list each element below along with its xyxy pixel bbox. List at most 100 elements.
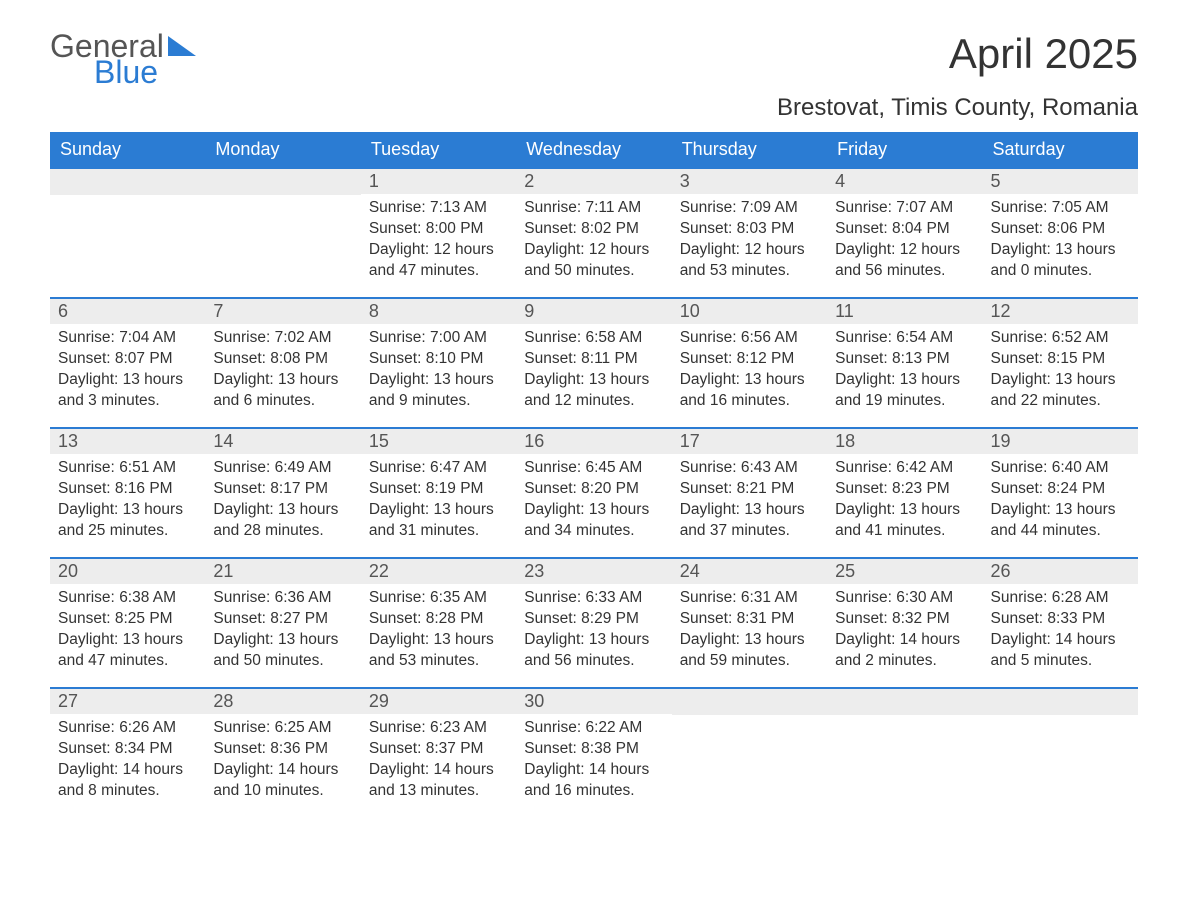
day-details: Sunrise: 6:26 AMSunset: 8:34 PMDaylight:… xyxy=(50,714,205,810)
daylight-line: Daylight: 14 hours and 8 minutes. xyxy=(58,760,197,802)
calendar-day-cell: 1Sunrise: 7:13 AMSunset: 8:00 PMDaylight… xyxy=(361,167,516,297)
day-number: 12 xyxy=(983,299,1138,324)
sunrise-line: Sunrise: 6:56 AM xyxy=(680,328,819,349)
daylight-line: Daylight: 13 hours and 56 minutes. xyxy=(524,630,663,672)
daylight-line: Daylight: 12 hours and 47 minutes. xyxy=(369,240,508,282)
day-details: Sunrise: 7:00 AMSunset: 8:10 PMDaylight:… xyxy=(361,324,516,420)
daylight-line: Daylight: 13 hours and 47 minutes. xyxy=(58,630,197,672)
sunset-line: Sunset: 8:31 PM xyxy=(680,609,819,630)
sunrise-line: Sunrise: 7:07 AM xyxy=(835,198,974,219)
day-details: Sunrise: 6:56 AMSunset: 8:12 PMDaylight:… xyxy=(672,324,827,420)
logo-triangle-icon xyxy=(168,36,196,56)
calendar-day-cell: 26Sunrise: 6:28 AMSunset: 8:33 PMDayligh… xyxy=(983,557,1138,687)
sunrise-line: Sunrise: 7:05 AM xyxy=(991,198,1130,219)
day-number: 29 xyxy=(361,689,516,714)
day-number: 6 xyxy=(50,299,205,324)
sunset-line: Sunset: 8:20 PM xyxy=(524,479,663,500)
sunset-line: Sunset: 8:34 PM xyxy=(58,739,197,760)
calendar-day-cell: 8Sunrise: 7:00 AMSunset: 8:10 PMDaylight… xyxy=(361,297,516,427)
day-number: 3 xyxy=(672,169,827,194)
day-details: Sunrise: 6:28 AMSunset: 8:33 PMDaylight:… xyxy=(983,584,1138,680)
day-number: 5 xyxy=(983,169,1138,194)
day-number: 23 xyxy=(516,559,671,584)
logo-text-blue: Blue xyxy=(94,56,164,88)
day-details: Sunrise: 6:49 AMSunset: 8:17 PMDaylight:… xyxy=(205,454,360,550)
sunset-line: Sunset: 8:00 PM xyxy=(369,219,508,240)
sunrise-line: Sunrise: 6:43 AM xyxy=(680,458,819,479)
sunrise-line: Sunrise: 7:09 AM xyxy=(680,198,819,219)
weekday-header-row: Sunday Monday Tuesday Wednesday Thursday… xyxy=(50,132,1138,167)
day-number: 30 xyxy=(516,689,671,714)
day-details: Sunrise: 6:40 AMSunset: 8:24 PMDaylight:… xyxy=(983,454,1138,550)
day-details: Sunrise: 6:31 AMSunset: 8:31 PMDaylight:… xyxy=(672,584,827,680)
calendar-day-cell: 16Sunrise: 6:45 AMSunset: 8:20 PMDayligh… xyxy=(516,427,671,557)
day-details: Sunrise: 7:11 AMSunset: 8:02 PMDaylight:… xyxy=(516,194,671,290)
daylight-line: Daylight: 14 hours and 2 minutes. xyxy=(835,630,974,672)
sunset-line: Sunset: 8:07 PM xyxy=(58,349,197,370)
daylight-line: Daylight: 12 hours and 56 minutes. xyxy=(835,240,974,282)
sunrise-line: Sunrise: 6:28 AM xyxy=(991,588,1130,609)
day-details: Sunrise: 6:22 AMSunset: 8:38 PMDaylight:… xyxy=(516,714,671,810)
daylight-line: Daylight: 13 hours and 22 minutes. xyxy=(991,370,1130,412)
sunrise-line: Sunrise: 6:42 AM xyxy=(835,458,974,479)
day-details: Sunrise: 6:38 AMSunset: 8:25 PMDaylight:… xyxy=(50,584,205,680)
calendar-body: 1Sunrise: 7:13 AMSunset: 8:00 PMDaylight… xyxy=(50,167,1138,817)
day-details: Sunrise: 6:30 AMSunset: 8:32 PMDaylight:… xyxy=(827,584,982,680)
weekday-header: Thursday xyxy=(672,132,827,167)
day-number xyxy=(205,169,360,195)
sunset-line: Sunset: 8:27 PM xyxy=(213,609,352,630)
day-details: Sunrise: 6:25 AMSunset: 8:36 PMDaylight:… xyxy=(205,714,360,810)
calendar-table: Sunday Monday Tuesday Wednesday Thursday… xyxy=(50,132,1138,817)
day-details: Sunrise: 6:54 AMSunset: 8:13 PMDaylight:… xyxy=(827,324,982,420)
location-subtitle: Brestovat, Timis County, Romania xyxy=(50,94,1138,122)
sunrise-line: Sunrise: 6:22 AM xyxy=(524,718,663,739)
header: General Blue April 2025 xyxy=(50,30,1138,88)
sunset-line: Sunset: 8:06 PM xyxy=(991,219,1130,240)
calendar-day-cell: 19Sunrise: 6:40 AMSunset: 8:24 PMDayligh… xyxy=(983,427,1138,557)
daylight-line: Daylight: 13 hours and 59 minutes. xyxy=(680,630,819,672)
day-details: Sunrise: 6:36 AMSunset: 8:27 PMDaylight:… xyxy=(205,584,360,680)
day-details: Sunrise: 6:58 AMSunset: 8:11 PMDaylight:… xyxy=(516,324,671,420)
calendar-day-cell: 27Sunrise: 6:26 AMSunset: 8:34 PMDayligh… xyxy=(50,687,205,817)
calendar-day-cell: 24Sunrise: 6:31 AMSunset: 8:31 PMDayligh… xyxy=(672,557,827,687)
sunrise-line: Sunrise: 6:35 AM xyxy=(369,588,508,609)
day-number: 11 xyxy=(827,299,982,324)
sunset-line: Sunset: 8:16 PM xyxy=(58,479,197,500)
day-details: Sunrise: 7:07 AMSunset: 8:04 PMDaylight:… xyxy=(827,194,982,290)
day-details: Sunrise: 7:13 AMSunset: 8:00 PMDaylight:… xyxy=(361,194,516,290)
day-number: 13 xyxy=(50,429,205,454)
calendar-day-cell: 15Sunrise: 6:47 AMSunset: 8:19 PMDayligh… xyxy=(361,427,516,557)
day-details: Sunrise: 6:42 AMSunset: 8:23 PMDaylight:… xyxy=(827,454,982,550)
sunset-line: Sunset: 8:02 PM xyxy=(524,219,663,240)
calendar-day-cell: 10Sunrise: 6:56 AMSunset: 8:12 PMDayligh… xyxy=(672,297,827,427)
day-number xyxy=(50,169,205,195)
sunset-line: Sunset: 8:12 PM xyxy=(680,349,819,370)
calendar-day-cell: 11Sunrise: 6:54 AMSunset: 8:13 PMDayligh… xyxy=(827,297,982,427)
calendar-day-cell: 20Sunrise: 6:38 AMSunset: 8:25 PMDayligh… xyxy=(50,557,205,687)
calendar-week-row: 13Sunrise: 6:51 AMSunset: 8:16 PMDayligh… xyxy=(50,427,1138,557)
sunrise-line: Sunrise: 6:58 AM xyxy=(524,328,663,349)
day-number: 2 xyxy=(516,169,671,194)
sunrise-line: Sunrise: 6:23 AM xyxy=(369,718,508,739)
page-title: April 2025 xyxy=(949,30,1138,78)
weekday-header: Monday xyxy=(205,132,360,167)
calendar-day-cell: 4Sunrise: 7:07 AMSunset: 8:04 PMDaylight… xyxy=(827,167,982,297)
sunrise-line: Sunrise: 6:26 AM xyxy=(58,718,197,739)
calendar-day-cell: 28Sunrise: 6:25 AMSunset: 8:36 PMDayligh… xyxy=(205,687,360,817)
logo: General Blue xyxy=(50,30,196,88)
day-number: 25 xyxy=(827,559,982,584)
daylight-line: Daylight: 13 hours and 9 minutes. xyxy=(369,370,508,412)
sunset-line: Sunset: 8:28 PM xyxy=(369,609,508,630)
sunset-line: Sunset: 8:23 PM xyxy=(835,479,974,500)
daylight-line: Daylight: 13 hours and 53 minutes. xyxy=(369,630,508,672)
sunset-line: Sunset: 8:11 PM xyxy=(524,349,663,370)
calendar-day-cell: 22Sunrise: 6:35 AMSunset: 8:28 PMDayligh… xyxy=(361,557,516,687)
daylight-line: Daylight: 13 hours and 0 minutes. xyxy=(991,240,1130,282)
calendar-day-cell: 5Sunrise: 7:05 AMSunset: 8:06 PMDaylight… xyxy=(983,167,1138,297)
sunrise-line: Sunrise: 6:30 AM xyxy=(835,588,974,609)
sunrise-line: Sunrise: 6:25 AM xyxy=(213,718,352,739)
day-details: Sunrise: 7:05 AMSunset: 8:06 PMDaylight:… xyxy=(983,194,1138,290)
day-number: 18 xyxy=(827,429,982,454)
day-details: Sunrise: 6:45 AMSunset: 8:20 PMDaylight:… xyxy=(516,454,671,550)
weekday-header: Sunday xyxy=(50,132,205,167)
